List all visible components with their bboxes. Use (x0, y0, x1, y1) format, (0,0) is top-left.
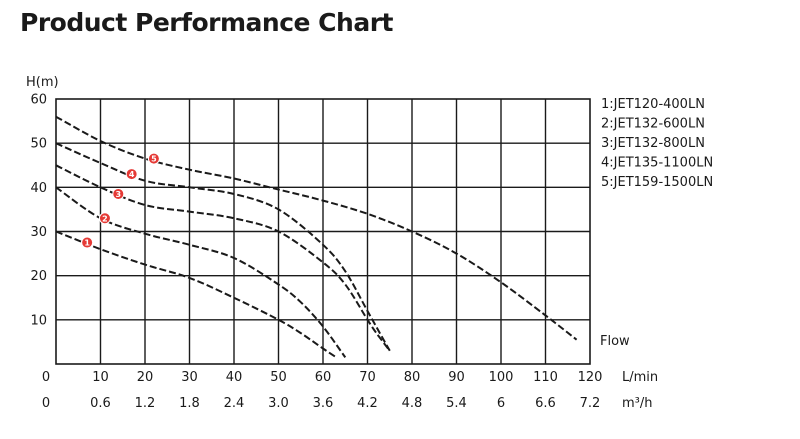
x-tick-label: 110 (533, 370, 558, 385)
series-marker-2 (98, 212, 111, 225)
x-tick-label: 90 (448, 370, 465, 385)
series-marker-label-5: 5 (151, 155, 157, 164)
x-tick-label: 80 (404, 370, 421, 385)
x-tick-label: 70 (359, 370, 376, 385)
x2-tick-label: 1.8 (179, 396, 200, 411)
x-unit-secondary: m³/h (622, 396, 653, 411)
legend-entry-3: 3:JET132-800LN (601, 136, 705, 151)
x-tick-label: 120 (578, 370, 603, 385)
x2-tick-label: 4.8 (402, 396, 423, 411)
series-marker-4 (125, 168, 138, 181)
x-tick-label: 40 (226, 370, 243, 385)
x2-tick-label: 6.6 (535, 396, 556, 411)
series-marker-1 (81, 236, 94, 249)
chart-title: Product Performance Chart (20, 8, 393, 37)
y-tick-label: 20 (30, 269, 47, 284)
y-tick-label: 10 (30, 313, 47, 328)
y-tick-label: 40 (30, 181, 47, 196)
x2-tick-label: 3.0 (268, 396, 289, 411)
x2-tick-label: 2.4 (224, 396, 245, 411)
series-line-1 (55, 230, 337, 359)
y-axis-label: H(m) (26, 75, 59, 90)
legend-entry-4: 4:JET135-1100LN (601, 156, 713, 171)
series-marker-label-2: 2 (102, 214, 108, 223)
series-line-2 (55, 186, 347, 358)
x-tick-label: 0 (42, 370, 50, 385)
y-tick-label: 60 (30, 93, 47, 108)
series-marker-label-4: 4 (129, 170, 135, 179)
x-tick-label: 60 (315, 370, 332, 385)
x-unit-primary: L/min (622, 370, 658, 385)
y-tick-label: 50 (30, 137, 47, 152)
x-tick-label: 30 (181, 370, 198, 385)
legend-entry-5: 5:JET159-1500LN (601, 175, 713, 190)
x2-tick-label: 0.6 (90, 396, 111, 411)
series-line-4 (55, 142, 391, 352)
series-marker-3 (112, 187, 125, 200)
marker-layer: 1 2 3 4 5 (81, 152, 160, 249)
series-marker-label-3: 3 (116, 190, 122, 199)
x2-tick-label: 4.2 (357, 396, 378, 411)
series-line-5 (55, 115, 578, 341)
y-tick-label: 30 (30, 225, 47, 240)
series-marker-label-1: 1 (84, 239, 90, 248)
series-line-3 (55, 164, 391, 352)
x2-tick-label: 0 (42, 396, 50, 411)
x2-tick-label: 6 (497, 396, 505, 411)
x2-tick-label: 7.2 (580, 396, 601, 411)
legend-entry-2: 2:JET132-600LN (601, 117, 705, 132)
curve-layer (55, 115, 578, 359)
legend-entry-1: 1:JET120-400LN (601, 97, 705, 112)
x2-tick-label: 5.4 (446, 396, 467, 411)
x-tick-label: 100 (489, 370, 514, 385)
x2-tick-label: 1.2 (135, 396, 156, 411)
legend-layer: 1:JET120-400LN 2:JET132-600LN 3:JET132-800… (601, 97, 713, 190)
x-tick-label: 20 (137, 370, 154, 385)
x-tick-label: 10 (92, 370, 109, 385)
series-marker-5 (147, 152, 160, 165)
x2-tick-label: 3.6 (313, 396, 334, 411)
x-axis-label: Flow (600, 334, 630, 349)
x-tick-label: 50 (270, 370, 287, 385)
